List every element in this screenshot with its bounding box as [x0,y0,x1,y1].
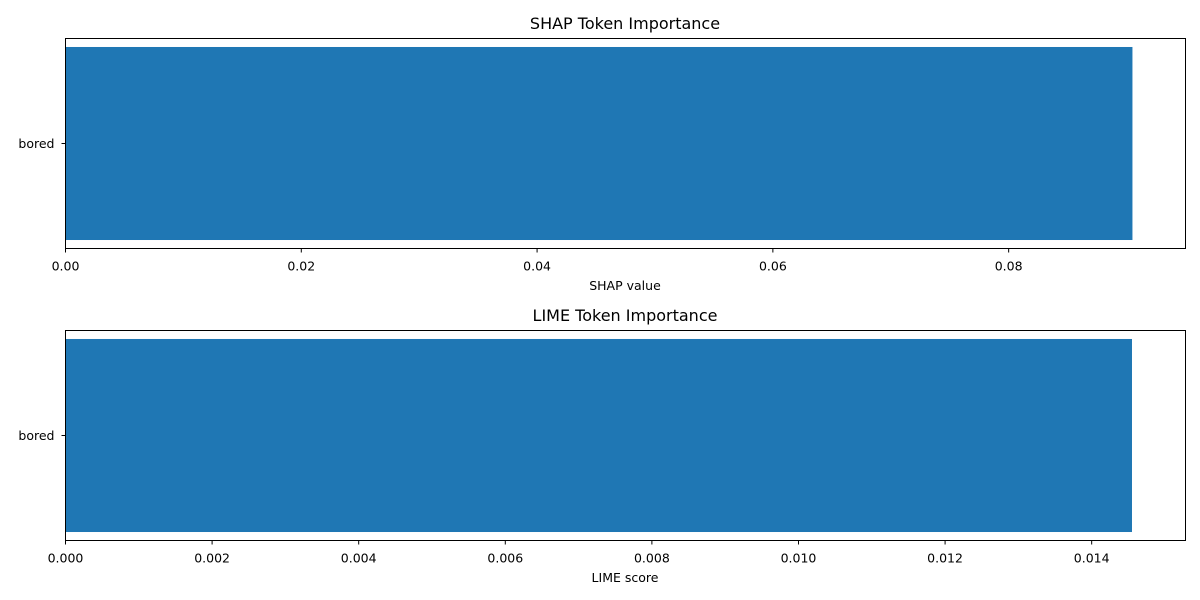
x-tick-label: 0.012 [927,551,963,566]
x-tick-label: 0.006 [487,551,523,566]
x-tick-label: 0.02 [287,259,315,274]
y-tick-label: bored [18,428,54,443]
bar-bored [65,46,1133,241]
y-tick-label: bored [18,136,54,151]
shap-chart: SHAP Token Importance bored 0.00 0.02 0.04… [18,14,1186,293]
x-tick-label: 0.008 [634,551,670,566]
x-tick-label: 0.06 [759,259,787,274]
x-tick-label: 0.000 [48,551,84,566]
x-tick-label: 0.010 [781,551,817,566]
x-tick-label: 0.004 [341,551,377,566]
x-axis-label: LIME score [592,570,659,585]
chart-title: SHAP Token Importance [530,14,720,33]
lime-chart: LIME Token Importance bored 0.000 0.002 0.… [18,306,1186,585]
x-tick-label: 0.00 [52,259,80,274]
x-tick-label: 0.08 [995,259,1023,274]
x-tick-label: 0.014 [1074,551,1110,566]
chart-title: LIME Token Importance [533,306,718,325]
x-axis-label: SHAP value [589,278,661,293]
bar-bored [65,338,1132,533]
x-tick-label: 0.002 [194,551,230,566]
x-tick-label: 0.04 [523,259,551,274]
